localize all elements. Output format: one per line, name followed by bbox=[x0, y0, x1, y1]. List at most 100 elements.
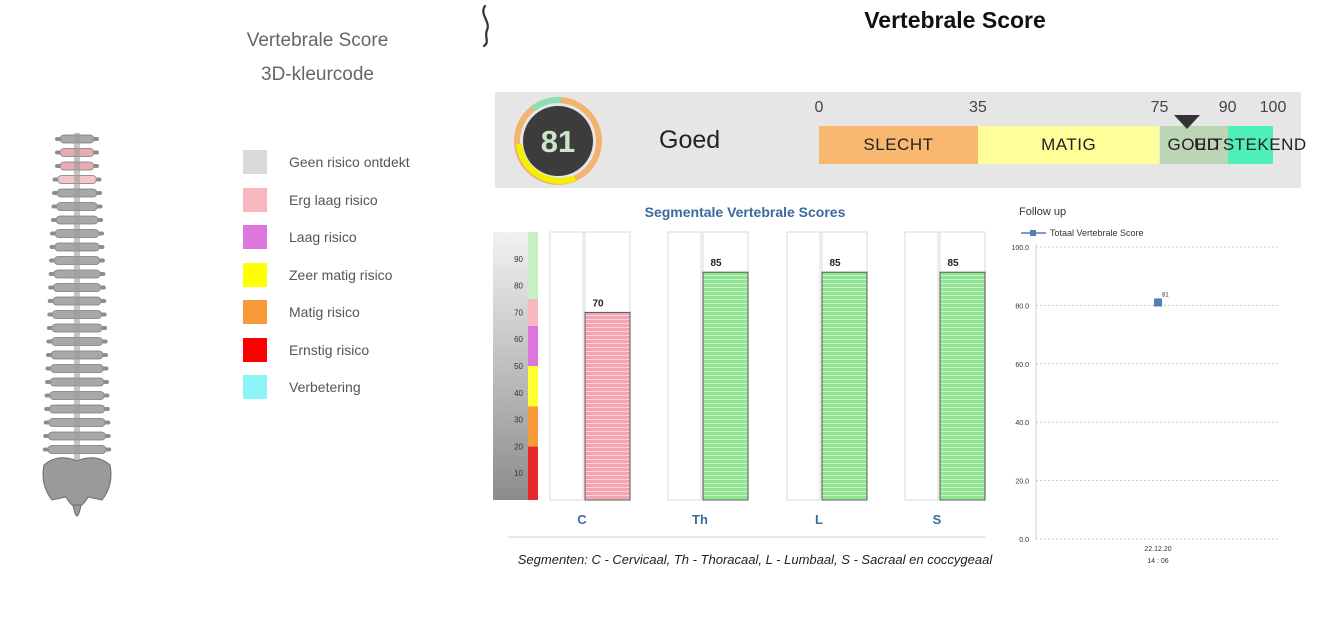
y-tick-label: 20 bbox=[514, 442, 523, 451]
vertebra-process-left bbox=[52, 191, 58, 195]
data-point bbox=[1154, 298, 1162, 307]
vertebra-process-left bbox=[44, 393, 51, 398]
color-scale-segment bbox=[528, 406, 538, 447]
bar-c bbox=[584, 311, 631, 501]
vertebra-process-left bbox=[46, 339, 53, 344]
y-tick-label: 40 bbox=[514, 389, 523, 398]
vertebra-process-right bbox=[103, 393, 110, 398]
score-gauge: 81 bbox=[514, 96, 602, 185]
segmental-scores-chart: Segmentale Vertebrale Scores 10 20 30 40 50 60… bbox=[493, 204, 986, 538]
legend-item-label: Zeer matig risico bbox=[289, 266, 393, 283]
vertebra-process-right bbox=[95, 177, 102, 182]
category-label: S bbox=[933, 512, 942, 527]
score-band: UITSTEKEND bbox=[1194, 126, 1306, 164]
legend-item-label: Erg laag risico bbox=[289, 191, 378, 208]
coccyx-shape bbox=[72, 504, 82, 517]
vertebra-process-left bbox=[55, 137, 61, 141]
y-tick-label: 0.0 bbox=[1019, 537, 1029, 544]
score-band: GOED bbox=[1159, 126, 1228, 164]
scale-tick-label: 0 bbox=[814, 99, 824, 116]
vertebra-process-right bbox=[93, 137, 99, 141]
legend-item: Ernstig risico bbox=[243, 337, 473, 363]
vertebra-process-right bbox=[100, 312, 107, 317]
vertebra-process-right bbox=[98, 258, 105, 263]
vertebra-process-right bbox=[97, 218, 103, 222]
vertebra-process-left bbox=[55, 150, 61, 155]
legend-swatch bbox=[243, 300, 267, 324]
scale-tick-label: 35 bbox=[968, 99, 987, 116]
vertebra-process-right bbox=[98, 231, 104, 236]
legend-item: Erg laag risico bbox=[243, 187, 473, 213]
vertebra-process-left bbox=[45, 366, 52, 371]
data-point-label: 81 bbox=[1162, 292, 1169, 298]
reference-column bbox=[904, 231, 939, 501]
gauge-ring-yellow bbox=[516, 143, 577, 184]
y-tick-label: 100.0 bbox=[1011, 245, 1029, 252]
legend-item: Geen risico ontdekt bbox=[243, 149, 473, 175]
category-label: C bbox=[577, 512, 587, 527]
reference-column bbox=[786, 231, 821, 501]
category-label: L bbox=[815, 512, 823, 527]
spine-curve-icon bbox=[482, 4, 489, 48]
score-axis-background bbox=[493, 232, 528, 500]
legend-item: Laag risico bbox=[243, 224, 473, 250]
color-scale-segment bbox=[528, 325, 538, 366]
legend-item-label: Laag risico bbox=[289, 229, 357, 245]
segments-note: Segmenten: C - Cervicaal, Th - Thoracaal… bbox=[517, 552, 993, 567]
legend-swatch bbox=[243, 150, 267, 174]
gauge-center bbox=[523, 106, 593, 176]
vertebra-process-right bbox=[104, 434, 111, 438]
vertebra-process-right bbox=[104, 420, 111, 425]
vertebra-process-left bbox=[48, 272, 55, 276]
legend-item-label: Verbetering bbox=[289, 379, 361, 395]
vertebra-process-left bbox=[48, 285, 55, 290]
chart-title: Segmentale Vertebrale Scores bbox=[645, 204, 846, 220]
vertebra-process-left bbox=[47, 312, 54, 317]
bar-th bbox=[702, 271, 749, 501]
vertebra-process-right bbox=[105, 447, 112, 452]
color-scale-segment bbox=[528, 446, 538, 500]
y-tick-label: 70 bbox=[514, 308, 523, 317]
vertebra-process-left bbox=[43, 420, 50, 425]
vertebra-process-left bbox=[42, 447, 49, 452]
scale-tick-label: 90 bbox=[1218, 99, 1237, 116]
vertebra-process-left bbox=[49, 258, 56, 263]
y-tick-label: 50 bbox=[514, 362, 523, 371]
score-marker-icon bbox=[1173, 115, 1200, 129]
vertebra-process-right bbox=[100, 299, 107, 303]
legend-subtitle: 3D-kleurcode bbox=[261, 64, 374, 85]
legend-item-label: Matig risico bbox=[289, 304, 360, 320]
color-scale-segment bbox=[528, 299, 538, 326]
y-tick-label: 10 bbox=[514, 469, 523, 478]
bar-value-label: 85 bbox=[829, 258, 841, 269]
y-tick-label: 80 bbox=[514, 282, 523, 291]
vertebra-process-right bbox=[93, 150, 99, 155]
legend-marker bbox=[1030, 230, 1036, 236]
page-title: Vertebrale Score bbox=[864, 7, 1046, 33]
legend-swatch bbox=[243, 225, 267, 249]
y-tick-label: 90 bbox=[514, 255, 523, 264]
score-band: MATIG bbox=[977, 126, 1160, 164]
score-rating-label: Goed bbox=[659, 126, 721, 154]
bar-value-label: 70 bbox=[592, 298, 604, 309]
x-tick-label: 22.12.20 bbox=[1144, 546, 1171, 553]
y-tick-label: 60 bbox=[514, 335, 523, 344]
gauge-ring-green bbox=[531, 96, 562, 112]
vertebra-process-left bbox=[51, 218, 57, 222]
legend-series-name: Totaal Vertebrale Score bbox=[1050, 228, 1144, 238]
y-tick-label: 60.0 bbox=[1015, 362, 1029, 369]
x-tick-label: 14 : 06 bbox=[1147, 558, 1169, 565]
vertebra-process-right bbox=[102, 380, 109, 384]
chart-title: Follow up bbox=[1019, 206, 1066, 218]
vertebra-process-right bbox=[102, 366, 109, 371]
legend-item: Zeer matig risico bbox=[243, 262, 473, 288]
legend-swatch bbox=[243, 337, 267, 362]
legend-swatch bbox=[243, 262, 267, 287]
vertebra-process-left bbox=[43, 434, 50, 438]
spine-illustration bbox=[42, 133, 112, 517]
vertebra-process-left bbox=[46, 326, 53, 330]
vertebra-process-right bbox=[96, 191, 102, 195]
vertebra-process-right bbox=[99, 285, 106, 290]
vertebra-process-left bbox=[50, 231, 56, 236]
bar-l bbox=[821, 271, 868, 501]
